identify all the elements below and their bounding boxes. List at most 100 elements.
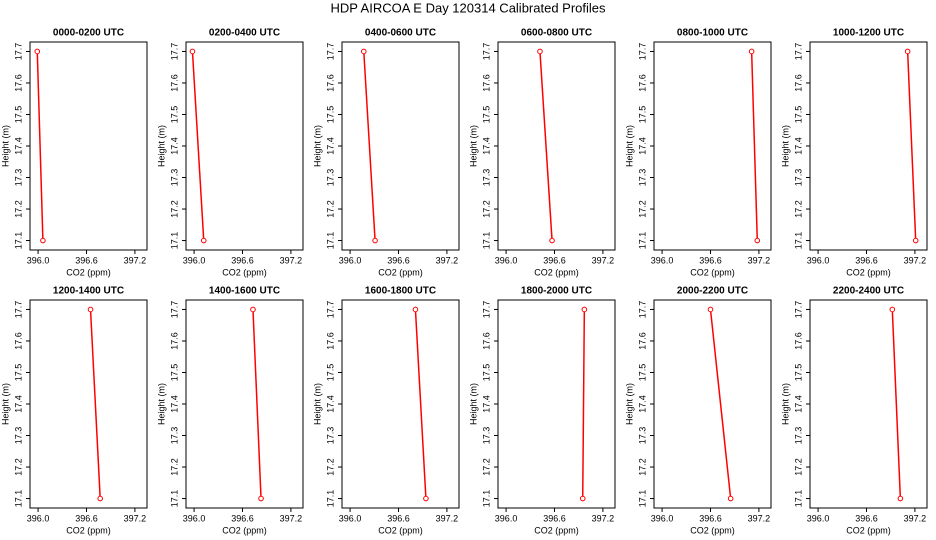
y-tick-label: 17.5 <box>637 364 647 382</box>
x-tick-label: 396.6 <box>231 513 254 523</box>
y-tick-label: 17.2 <box>13 458 23 476</box>
plot-frame <box>29 299 148 509</box>
panel-title: 2000-2200 UTC <box>677 286 748 297</box>
y-tick-label: 17.5 <box>325 364 335 382</box>
panel-title: 1400-1600 UTC <box>209 286 280 297</box>
profile-point <box>707 306 714 313</box>
y-tick-label: 17.7 <box>793 43 803 61</box>
y-tick-label: 17.1 <box>637 232 647 250</box>
y-tick-label: 17.1 <box>793 490 803 508</box>
x-axis-label: CO2 (ppm) <box>222 267 267 277</box>
y-tick-label: 17.2 <box>169 458 179 476</box>
y-tick-label: 17.2 <box>325 200 335 218</box>
x-axis-label: CO2 (ppm) <box>66 267 111 277</box>
y-tick-label: 17.3 <box>169 427 179 445</box>
x-axis-label: CO2 (ppm) <box>378 267 423 277</box>
x-tick-label: 397.2 <box>748 255 771 265</box>
profile-line <box>191 51 205 241</box>
y-tick-label: 17.3 <box>13 427 23 445</box>
plot-frame <box>341 299 460 509</box>
profile-line <box>539 51 553 241</box>
y-axis-label: Height (m) <box>780 125 790 167</box>
panel-title: 0800-1000 UTC <box>677 28 748 39</box>
profile-point <box>200 237 207 244</box>
y-axis-label: Height (m) <box>624 125 634 167</box>
y-tick-label: 17.4 <box>793 137 803 155</box>
profile-point <box>537 48 543 55</box>
y-tick-label: 17.1 <box>13 490 23 508</box>
y-tick-label: 17.1 <box>793 232 803 250</box>
x-tick-label: 396.0 <box>807 255 830 265</box>
y-tick-label: 17.2 <box>481 200 491 218</box>
plot-frame <box>809 41 928 251</box>
y-tick-label: 17.5 <box>481 106 491 124</box>
y-tick-label: 17.6 <box>13 332 23 350</box>
y-tick-label: 17.6 <box>325 332 335 350</box>
profile-point <box>412 306 419 313</box>
profile-line <box>363 51 376 241</box>
panel-title: 1600-1800 UTC <box>365 286 436 297</box>
profile-line <box>709 309 732 499</box>
y-tick-label: 17.2 <box>793 458 803 476</box>
profile-point <box>889 306 896 313</box>
y-tick-label: 17.4 <box>481 395 491 413</box>
y-tick-label: 17.5 <box>325 106 335 124</box>
y-tick-label: 17.2 <box>637 458 647 476</box>
plot-frame <box>341 41 460 251</box>
profile-point <box>423 495 429 502</box>
y-tick-label: 17.6 <box>481 332 491 350</box>
y-tick-label: 17.6 <box>169 332 179 350</box>
profile-line <box>581 309 586 499</box>
y-tick-label: 17.1 <box>325 232 335 250</box>
x-tick-label: 396.0 <box>651 513 674 523</box>
y-axis-label: Height (m) <box>780 383 790 425</box>
y-axis-label: Height (m) <box>312 125 322 167</box>
y-axis-label: Height (m) <box>0 383 10 425</box>
x-tick-label: 396.0 <box>339 513 362 523</box>
profile-point <box>897 495 904 502</box>
x-axis-label: CO2 (ppm) <box>378 525 423 535</box>
profile-point <box>87 306 94 313</box>
y-tick-label: 17.6 <box>325 74 335 92</box>
y-tick-label: 17.3 <box>793 169 803 187</box>
y-tick-label: 17.6 <box>169 74 179 92</box>
y-tick-label: 17.5 <box>169 106 179 124</box>
x-axis-label: CO2 (ppm) <box>222 525 267 535</box>
y-tick-label: 17.7 <box>793 301 803 319</box>
y-tick-label: 17.7 <box>325 301 335 319</box>
x-tick-label: 396.6 <box>699 513 722 523</box>
x-tick-label: 396.0 <box>807 513 830 523</box>
y-tick-label: 17.4 <box>13 395 23 413</box>
y-tick-label: 17.6 <box>637 74 647 92</box>
x-tick-label: 397.2 <box>436 255 459 265</box>
plot-frame <box>185 299 304 509</box>
y-tick-label: 17.3 <box>637 427 647 445</box>
y-tick-label: 17.2 <box>793 200 803 218</box>
profile-line <box>891 309 902 499</box>
x-tick-label: 396.6 <box>543 513 566 523</box>
y-tick-label: 17.1 <box>169 490 179 508</box>
y-tick-label: 17.4 <box>13 137 23 155</box>
y-tick-label: 17.2 <box>637 200 647 218</box>
y-tick-label: 17.1 <box>325 490 335 508</box>
profile-line <box>906 51 917 241</box>
y-tick-label: 17.3 <box>637 169 647 187</box>
x-tick-label: 396.0 <box>183 513 206 523</box>
y-tick-label: 17.1 <box>481 490 491 508</box>
y-tick-label: 17.2 <box>481 458 491 476</box>
y-axis-label: Height (m) <box>312 383 322 425</box>
x-tick-label: 396.0 <box>495 513 518 523</box>
y-tick-label: 17.7 <box>481 301 491 319</box>
y-tick-label: 17.6 <box>793 74 803 92</box>
y-axis-label: Height (m) <box>156 125 166 167</box>
y-tick-label: 17.7 <box>325 43 335 61</box>
profile-point <box>97 495 103 502</box>
x-tick-label: 397.2 <box>436 513 459 523</box>
profile-point <box>40 237 46 244</box>
y-tick-label: 17.7 <box>13 43 23 61</box>
y-tick-label: 17.1 <box>481 232 491 250</box>
y-tick-label: 17.5 <box>637 106 647 124</box>
profile-point <box>581 306 588 313</box>
y-tick-label: 17.2 <box>325 458 335 476</box>
